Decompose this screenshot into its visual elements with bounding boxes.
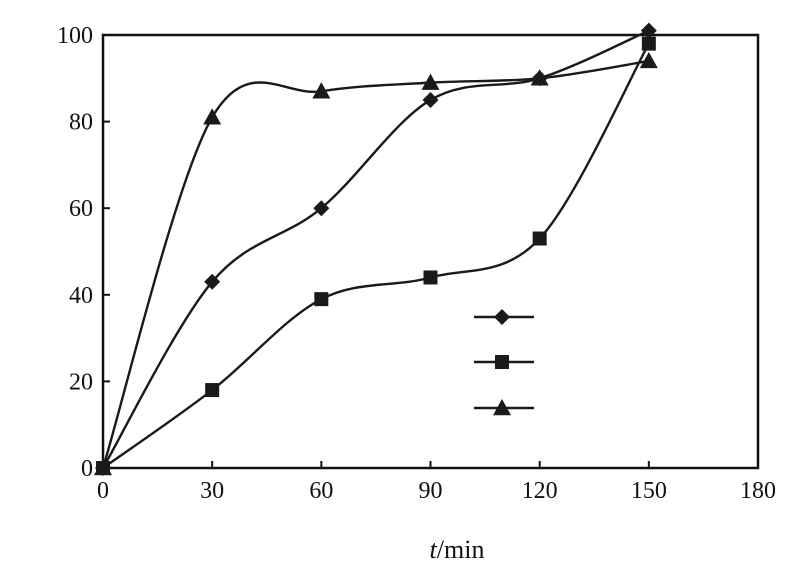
legend-marker-triangle	[493, 399, 511, 416]
series-line-diamond	[101, 29, 650, 469]
triangle-point	[421, 73, 440, 90]
axes: 0 30 60 90 120 150 180 0 20 40 60 80 100	[57, 23, 776, 504]
diamond-point	[640, 22, 657, 39]
series-line-square	[102, 43, 650, 469]
x-axis-label-unit: /min	[437, 535, 485, 564]
series-layer	[94, 22, 658, 476]
y-tick-label: 0	[81, 456, 93, 482]
square-point	[423, 270, 438, 285]
series-square	[96, 36, 656, 475]
diamond-point	[313, 200, 330, 217]
diamond-point	[422, 91, 439, 108]
square-point	[641, 36, 656, 51]
x-tick-label: 150	[631, 478, 667, 504]
triangle-point	[203, 108, 222, 125]
series-diamond	[95, 22, 657, 476]
triangle-point	[639, 51, 658, 69]
diamond-point	[204, 273, 221, 290]
legend-marker-diamond	[494, 309, 510, 325]
x-tick-label: 0	[97, 478, 109, 504]
triangle-point	[94, 459, 112, 476]
series-line-triangle	[101, 59, 650, 469]
y-tick-label: 40	[69, 283, 93, 309]
square-point	[314, 292, 329, 307]
x-tick-label: 90	[419, 478, 443, 504]
x-axis-label-variable: t	[430, 535, 438, 564]
x-axis-label: t/min	[430, 535, 485, 564]
x-tick-label: 180	[740, 478, 776, 504]
triangle-point	[530, 69, 549, 86]
square-point	[205, 383, 220, 398]
series-triangle	[94, 51, 658, 476]
triangle-point	[312, 82, 331, 99]
square-point	[532, 231, 547, 246]
x-tick-label: 30	[200, 478, 224, 504]
y-tick-label: 20	[69, 369, 93, 395]
x-tick-label: 60	[309, 478, 333, 504]
y-tick-label: 80	[69, 110, 93, 136]
x-tick-label: 120	[522, 478, 558, 504]
legend-marker-square	[495, 355, 509, 369]
y-tick-label: 60	[69, 196, 93, 222]
legend	[474, 309, 534, 416]
y-tick-label: 100	[57, 23, 93, 49]
